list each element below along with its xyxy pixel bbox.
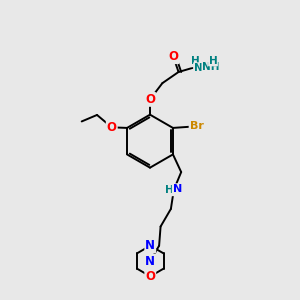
Text: O: O — [145, 93, 155, 106]
Text: H: H — [208, 56, 217, 66]
Text: H: H — [165, 185, 174, 195]
Text: O: O — [145, 270, 155, 283]
Text: NH: NH — [194, 63, 211, 73]
Text: N: N — [145, 239, 155, 252]
Text: O: O — [107, 121, 117, 134]
Text: NH: NH — [202, 62, 220, 72]
Text: O: O — [168, 50, 178, 63]
Text: Br: Br — [190, 122, 203, 131]
Text: H: H — [191, 56, 200, 66]
Text: N: N — [173, 184, 182, 194]
Text: N: N — [145, 254, 155, 268]
